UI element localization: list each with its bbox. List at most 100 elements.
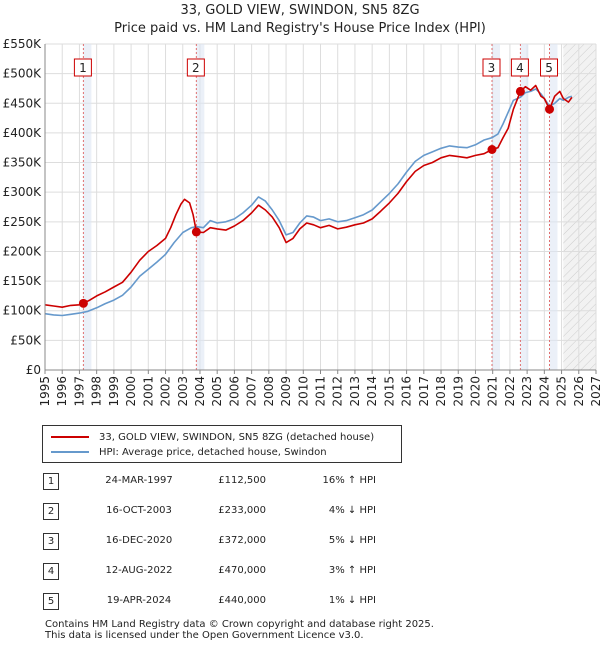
table-row: 3 16-DEC-2020 £372,000 5% ↓ HPI: [40, 533, 600, 550]
transaction-price: £112,500: [218, 475, 266, 486]
transaction-number-badge: 3: [43, 533, 59, 550]
transaction-band: [83, 44, 92, 370]
transaction-point: [545, 104, 555, 114]
transaction-band: [491, 44, 500, 370]
x-tick-label: 2015: [382, 376, 396, 407]
x-tick-label: 2019: [451, 376, 465, 407]
y-tick-label: £250K: [3, 215, 43, 229]
x-tick-label: 2007: [245, 376, 259, 407]
x-tick-label: 1996: [55, 376, 69, 407]
table-row: 1 24-MAR-1997 £112,500 16% ↑ HPI: [40, 473, 600, 490]
transaction-hpi-change: 5% ↓ HPI: [328, 535, 376, 546]
transaction-date: 19-APR-2024: [106, 595, 172, 606]
transaction-point: [191, 227, 201, 237]
transaction-band: [520, 44, 529, 370]
x-tick-label: 2009: [279, 376, 293, 407]
transaction-number-badge: 5: [43, 593, 59, 610]
transaction-price: £440,000: [218, 595, 266, 606]
footer-line-1: Contains HM Land Registry data © Crown c…: [45, 619, 434, 630]
legend-swatch-blue: [51, 451, 89, 453]
table-row: 2 16-OCT-2003 £233,000 4% ↓ HPI: [40, 503, 600, 520]
transaction-band: [196, 44, 205, 370]
x-tick-label: 2014: [365, 376, 379, 407]
x-tick-label: 2026: [572, 376, 586, 407]
x-tick-label: 2025: [555, 376, 569, 407]
transaction-marker-label: 2: [192, 61, 200, 75]
chart-subtitle: Price paid vs. HM Land Registry's House …: [114, 21, 486, 36]
footer: Contains HM Land Registry data © Crown c…: [45, 619, 434, 641]
transaction-point: [487, 145, 497, 155]
legend: 33, GOLD VIEW, SWINDON, SN5 8ZG (detache…: [42, 425, 402, 463]
hpi-line: [44, 88, 573, 317]
transaction-date: 12-AUG-2022: [105, 565, 173, 576]
y-tick-label: £0: [26, 363, 41, 377]
transaction-point: [78, 298, 88, 308]
x-tick-label: 2008: [262, 376, 276, 407]
x-tick-label: 2005: [210, 376, 224, 407]
x-tick-label: 2016: [400, 376, 414, 407]
property-price-line: [44, 84, 573, 308]
x-tick-label: 2018: [434, 376, 448, 407]
legend-label-property: 33, GOLD VIEW, SWINDON, SN5 8ZG (detache…: [99, 431, 375, 443]
legend-swatch-red: [51, 436, 89, 438]
x-tick-label: 2023: [520, 376, 534, 407]
transaction-marker-label: 1: [79, 61, 87, 75]
table-row: 5 19-APR-2024 £440,000 1% ↓ HPI: [40, 593, 600, 610]
x-tick-label: 1999: [107, 376, 121, 407]
x-tick-label: 2013: [348, 376, 362, 407]
y-tick-label: £100K: [3, 304, 43, 318]
x-tick-label: 2002: [159, 376, 173, 407]
legend-label-hpi: HPI: Average price, detached house, Swin…: [99, 446, 327, 458]
legend-item-hpi: HPI: Average price, detached house, Swin…: [51, 445, 327, 459]
x-tick-label: 2027: [589, 376, 600, 407]
x-tick-label: 2001: [141, 376, 155, 407]
x-tick-label: 1998: [90, 376, 104, 407]
transaction-marker-box: [540, 58, 559, 77]
footer-line-2: This data is licensed under the Open Gov…: [45, 630, 364, 641]
legend-item-property: 33, GOLD VIEW, SWINDON, SN5 8ZG (detache…: [51, 430, 374, 444]
x-tick-label: 2012: [331, 376, 345, 407]
chart-title: 33, GOLD VIEW, SWINDON, SN5 8ZG: [180, 3, 420, 18]
y-tick-label: £50K: [10, 333, 42, 347]
x-tick-label: 1997: [72, 376, 86, 407]
price-chart: 1 2 3 4 5 £0 £50K £100K £150K £200K £250K £300K £350…: [3, 37, 600, 407]
transaction-band: [549, 44, 558, 370]
x-tick-label: 2011: [314, 376, 328, 407]
x-tick-label: 2000: [124, 376, 138, 407]
y-tick-label: £500K: [3, 67, 43, 81]
transaction-date: 16-OCT-2003: [106, 505, 172, 516]
transaction-point: [515, 86, 525, 96]
transaction-hpi-change: 16% ↑ HPI: [322, 475, 376, 486]
transaction-number-badge: 4: [43, 563, 59, 580]
transaction-marker-label: 4: [516, 61, 524, 75]
table-row: 4 12-AUG-2022 £470,000 3% ↑ HPI: [40, 563, 600, 580]
x-tick-label: 2010: [296, 376, 310, 407]
x-tick-label: 2020: [468, 376, 482, 407]
transaction-hpi-change: 1% ↓ HPI: [328, 595, 376, 606]
y-tick-label: £550K: [3, 37, 43, 51]
future-hatch: [563, 44, 596, 370]
transaction-marker-box: [73, 58, 92, 77]
transaction-number-badge: 1: [43, 473, 59, 490]
x-tick-label: 1995: [38, 376, 52, 407]
transaction-date: 24-MAR-1997: [105, 475, 173, 486]
transaction-number-badge: 2: [43, 503, 59, 520]
x-tick-label: 2021: [486, 376, 500, 407]
y-tick-label: £450K: [3, 96, 43, 110]
x-tick-label: 2004: [193, 376, 207, 407]
y-tick-label: £300K: [3, 185, 43, 199]
transaction-marker-box: [510, 58, 529, 77]
transaction-marker-box: [186, 58, 205, 77]
transaction-marker-label: 3: [488, 61, 496, 75]
transaction-marker-label: 5: [545, 61, 553, 75]
transaction-hpi-change: 3% ↑ HPI: [328, 565, 376, 576]
y-tick-label: £200K: [3, 244, 43, 258]
y-tick-label: £150K: [3, 274, 43, 288]
transaction-hpi-change: 4% ↓ HPI: [328, 505, 376, 516]
x-tick-label: 2017: [417, 376, 431, 407]
transaction-price: £470,000: [218, 565, 266, 576]
x-tick-label: 2024: [537, 376, 551, 407]
transaction-price: £372,000: [218, 535, 266, 546]
y-tick-label: £400K: [3, 126, 43, 140]
x-tick-label: 2006: [227, 376, 241, 407]
